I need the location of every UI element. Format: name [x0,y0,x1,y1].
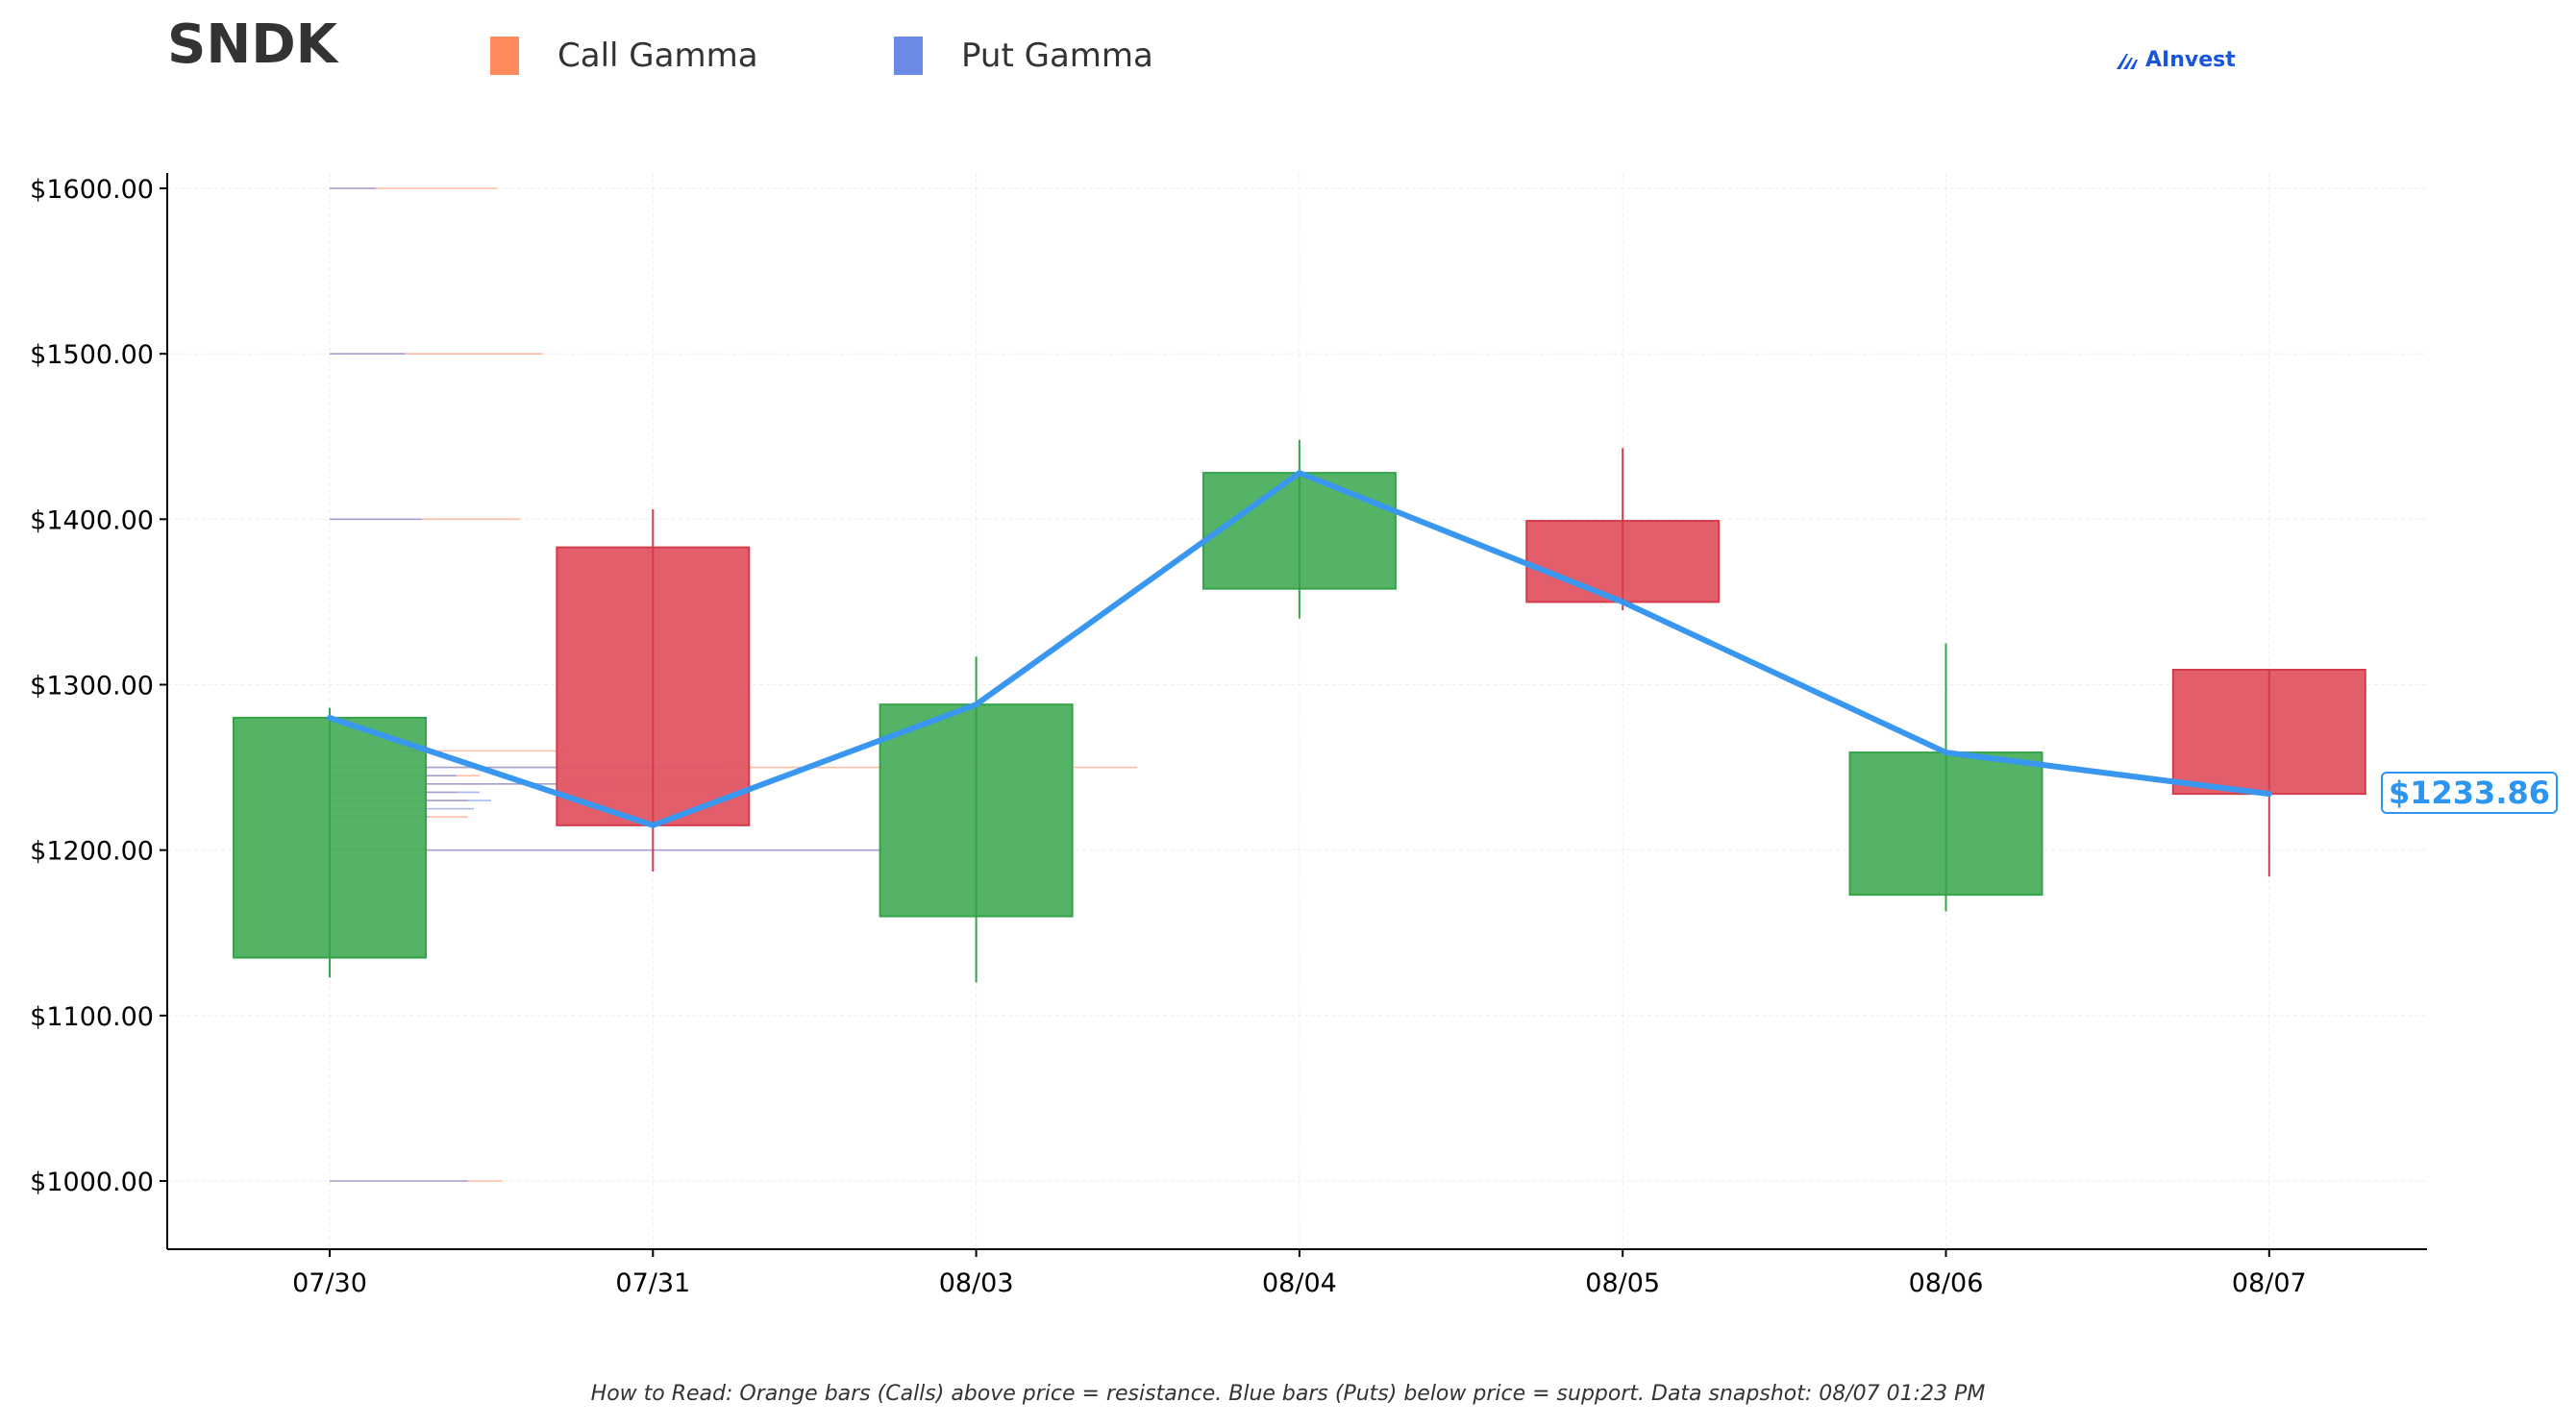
y-tick-label: $1200.00 [30,837,154,867]
ticker-title: SNDK [167,13,338,76]
close-price-line [327,470,2272,828]
call-gamma-swatch [490,37,519,75]
footnote: How to Read: Orange bars (Calls) above p… [590,1382,1986,1406]
call-gamma-label: Call Gamma [557,37,758,75]
brand-chart-icon [2117,53,2138,69]
legend-call-gamma: Call Gamma [490,35,758,77]
x-tick-label: 08/03 [939,1268,1014,1298]
brand-logo: AInvest [2115,48,2236,72]
brand-name: AInvest [2145,48,2236,72]
x-tick-label: 08/04 [1262,1268,1337,1298]
x-tick-label: 08/06 [1909,1268,1984,1298]
x-tick-label: 08/07 [2232,1268,2307,1298]
x-tick-label: 07/30 [292,1268,367,1298]
put-gamma-swatch [894,37,923,75]
y-tick-label: $1500.00 [30,340,154,370]
y-tick-label: $1300.00 [30,672,154,701]
x-tick-label: 08/05 [1585,1268,1660,1298]
last-price-label: $1233.86 [2381,772,2558,814]
y-tick-label: $1000.00 [30,1168,154,1197]
y-tick-label: $1600.00 [30,175,154,205]
legend-put-gamma: Put Gamma [894,35,1153,77]
y-tick-label: $1100.00 [30,1002,154,1032]
x-tick-label: 07/31 [615,1268,690,1298]
y-tick-label: $1400.00 [30,505,154,535]
put-gamma-label: Put Gamma [961,37,1153,75]
